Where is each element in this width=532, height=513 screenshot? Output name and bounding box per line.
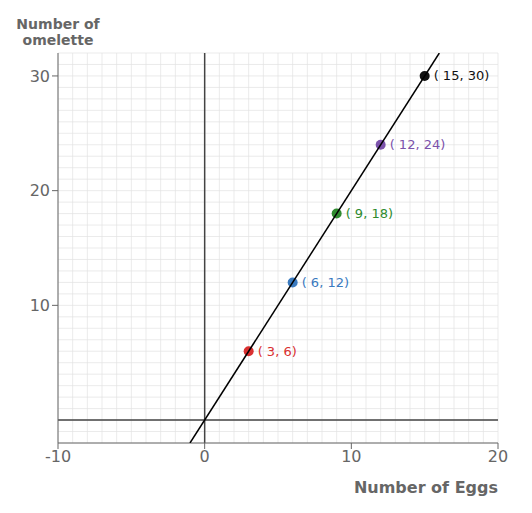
svg-text:30: 30: [30, 67, 50, 86]
svg-text:20: 20: [30, 181, 50, 200]
svg-text:( 6, 12): ( 6, 12): [302, 275, 349, 290]
svg-text:10: 10: [30, 296, 50, 315]
svg-text:Number of Eggs: Number of Eggs: [354, 478, 498, 497]
svg-text:10: 10: [341, 447, 361, 466]
svg-text:20: 20: [488, 447, 508, 466]
svg-text:( 3, 6): ( 3, 6): [258, 344, 297, 359]
svg-text:-10: -10: [45, 447, 71, 466]
svg-text:Number ofomelette: Number ofomelette: [16, 16, 100, 48]
svg-text:( 12, 24): ( 12, 24): [390, 137, 446, 152]
svg-text:( 15, 30): ( 15, 30): [434, 68, 490, 83]
svg-text:0: 0: [200, 447, 210, 466]
svg-text:( 9, 18): ( 9, 18): [346, 206, 393, 221]
